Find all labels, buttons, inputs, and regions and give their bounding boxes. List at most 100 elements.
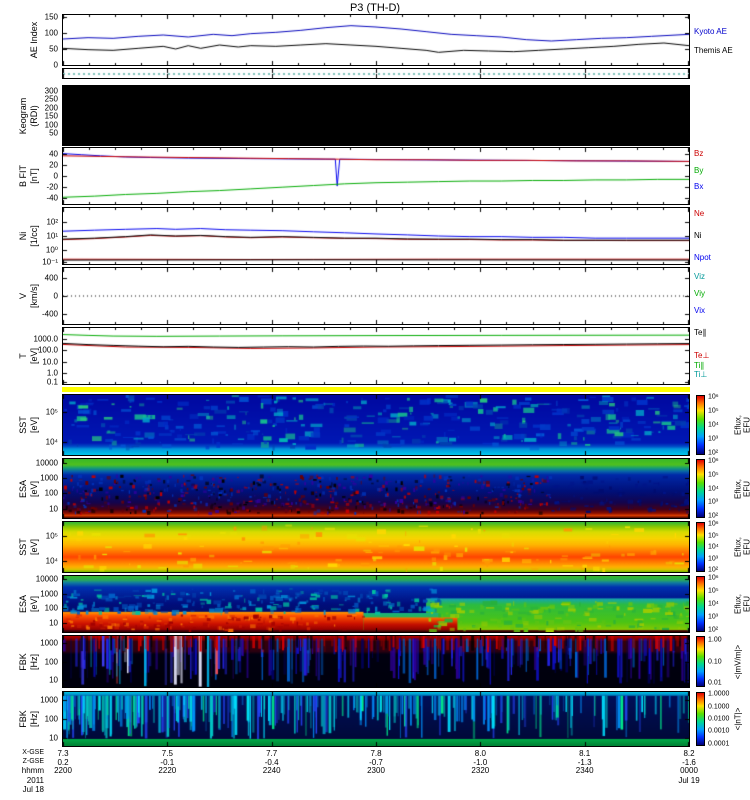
ytick-temperature: 100.0 (37, 345, 58, 355)
ytick-ae-index: 150 (44, 12, 58, 21)
ytick-ni-density: 10⁻¹ (42, 257, 58, 267)
ytick-keogram: 300 (44, 86, 58, 96)
ytick-ni-density: 10⁰ (45, 245, 58, 255)
trace-label: Bx (694, 181, 704, 191)
colorbar-label: <|nT|> (733, 707, 743, 731)
ytick-b-fit: 0 (53, 171, 58, 181)
date-end-label: Jul 19 (678, 776, 700, 785)
ytick-velocity: 400 (44, 273, 58, 283)
ytick-velocity: 0 (53, 291, 58, 301)
ytick-sst-electrons: 10⁵ (45, 407, 58, 417)
colorbar-tick: 10⁶ (708, 574, 719, 582)
ytick-ae-index: 100 (44, 28, 58, 37)
coord-value: 8.1 (579, 749, 591, 758)
trace-label: Ti∥ (694, 360, 705, 370)
canvas-esa-ions (63, 576, 689, 632)
colorbar-tick: 0.01 (708, 679, 722, 687)
coord-value: 7.7 (266, 749, 278, 758)
colorbar-label: Eflux, (733, 414, 743, 436)
panel-keogram (62, 85, 690, 146)
trace-label: Ne (694, 208, 705, 218)
canvas-keogram (63, 86, 689, 145)
ytick-sst-ions: 10⁴ (45, 556, 58, 566)
ytick-fbk-b: 1000 (40, 695, 58, 705)
plot-title: P3 (TH-D) (349, 2, 401, 14)
xtick-label: 2300 (367, 766, 385, 775)
coord-row-label: X-GSE (22, 749, 44, 756)
colorbar-tick: 10³ (708, 435, 719, 443)
ytick-temperature: 0.1 (46, 377, 58, 387)
colorbar-tick: 10⁵ (708, 587, 719, 595)
trace-label: Ti⊥ (694, 369, 708, 379)
coord-value: 7.3 (57, 749, 69, 758)
ytick-temperature: 1000.0 (33, 334, 58, 344)
colorbar-tick: 10² (708, 626, 719, 634)
canvas-sst-ions (63, 522, 689, 572)
ytick-esa-electrons: 100 (44, 488, 58, 498)
trace-label: By (694, 165, 704, 175)
coord-value: -1.3 (577, 758, 592, 767)
canvas-fbk-b (63, 692, 689, 746)
panel-ni-density (62, 207, 690, 265)
canvas-b-fit (63, 148, 689, 204)
colorbar-tick: 10² (708, 449, 719, 457)
xtick-label: 0000 (680, 766, 698, 775)
coord-value: 8.2 (683, 749, 695, 758)
trace-label: Ni (694, 231, 702, 241)
colorbar-tick: 10³ (708, 555, 719, 562)
colorbar-tick: 10⁴ (708, 600, 719, 608)
colorbar-sst-ions (696, 522, 705, 572)
coord-value: -0.7 (369, 758, 383, 767)
coord-value: -0.4 (264, 758, 279, 767)
colorbar-tick: 10³ (708, 613, 719, 621)
coord-value: -1.6 (682, 758, 696, 767)
xtick-label: 2240 (262, 766, 281, 775)
ytick-keogram: 150 (44, 111, 58, 121)
ylabel-sst-electrons: [eV] (29, 416, 39, 434)
colorbar-esa-ions (696, 576, 705, 632)
trace-label: Vix (694, 306, 705, 316)
trace-label: Themis AE (694, 46, 733, 56)
ylabel-sst-ions: SST (18, 538, 28, 556)
colorbar-tick: 10⁵ (708, 532, 719, 539)
coord-row-label: Z-GSE (22, 758, 44, 765)
ytick-ni-density: 10² (46, 217, 58, 227)
colorbar-tick: 10² (708, 512, 719, 520)
colorbar-label: EFU (742, 417, 750, 433)
ytick-b-fit: 20 (49, 160, 58, 170)
panel-flag-line (62, 68, 690, 79)
colorbar-label: Eflux, (733, 593, 743, 615)
colorbar-label: Eflux, (733, 536, 743, 558)
canvas-fbk-e (63, 636, 689, 687)
ytick-fbk-e: 100 (44, 657, 58, 666)
ytick-keogram: 200 (44, 103, 58, 113)
trace-label: Kyoto AE (694, 27, 727, 36)
xtick-label: 2320 (471, 766, 490, 775)
ytick-esa-ions: 100 (44, 603, 58, 613)
xtick-label: 2340 (575, 766, 594, 775)
trace-label: Npot (694, 253, 711, 263)
coord-value: 7.8 (370, 749, 382, 758)
panel-sst-electrons (62, 394, 690, 456)
colorbar-tick: 1.00 (708, 636, 722, 644)
ytick-b-fit: 40 (49, 149, 58, 159)
trace-label: Viy (694, 289, 705, 299)
date-start-label: Jul 18 (22, 785, 44, 794)
ytick-keogram: 250 (44, 94, 58, 104)
colorbar-tick: 10⁶ (708, 520, 719, 528)
ytick-temperature: 1.0 (46, 368, 58, 378)
ytick-fbk-e: 1000 (40, 638, 58, 648)
ytick-esa-electrons: 10000 (35, 458, 58, 468)
panel-esa-electrons (62, 458, 690, 519)
colorbar-tick: 10⁶ (708, 457, 719, 465)
colorbar-tick: 0.10 (708, 658, 722, 665)
colorbar-sst-electrons (696, 395, 705, 455)
xtick-label: 2200 (54, 766, 72, 775)
colorbar-fbk-b (696, 692, 705, 746)
panel-esa-ions (62, 575, 690, 633)
colorbar-tick: 10⁴ (708, 421, 719, 429)
ytick-ni-density: 10¹ (46, 231, 58, 241)
ytick-b-fit: -20 (46, 182, 58, 192)
colorbar-label: Eflux, (733, 478, 743, 499)
canvas-ni-density (63, 208, 689, 264)
